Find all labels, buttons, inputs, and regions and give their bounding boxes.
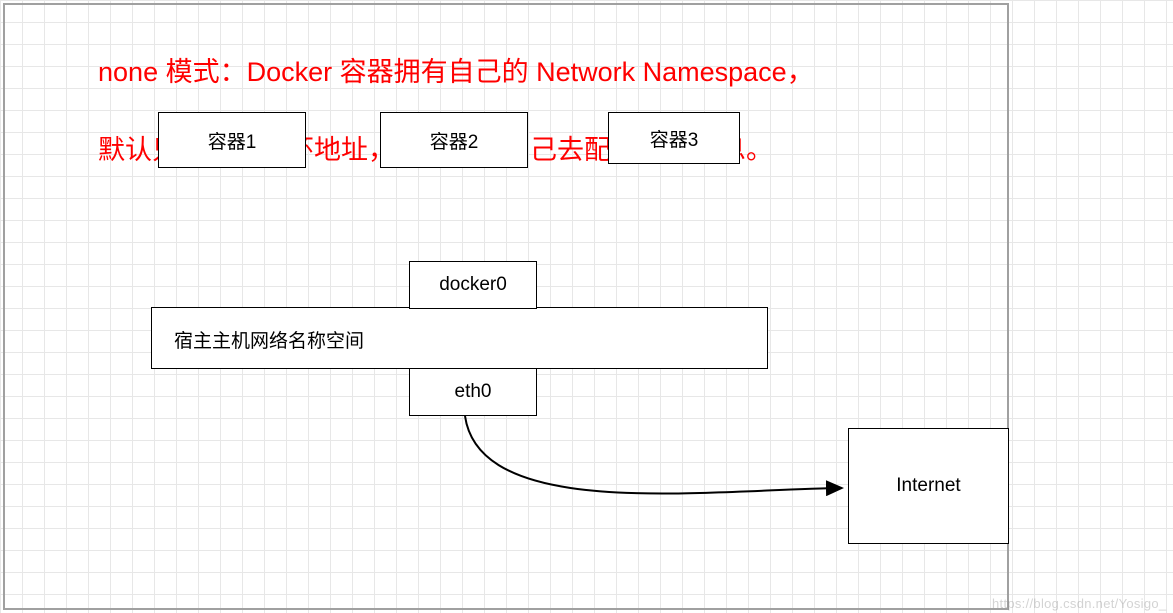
container-3-box: 容器3 [608, 112, 740, 164]
container-2-box: 容器2 [380, 112, 528, 168]
watermark-text: https://blog.csdn.net/Yosigo_ [992, 596, 1166, 611]
container-2-label: 容器2 [422, 127, 487, 154]
title-line1: none 模式：Docker 容器拥有自己的 Network Namespace… [98, 57, 814, 87]
container-1-label: 容器1 [200, 127, 265, 154]
container-3-label: 容器3 [642, 125, 707, 152]
container-1-box: 容器1 [158, 112, 306, 168]
eth0-box: eth0 [409, 368, 537, 416]
eth0-label: eth0 [447, 381, 500, 403]
docker0-box: docker0 [409, 261, 537, 309]
docker0-label: docker0 [431, 274, 515, 296]
internet-box: Internet [848, 428, 1009, 544]
internet-label: Internet [888, 475, 968, 497]
host-namespace-label: 宿主主机网络名称空间 [174, 326, 364, 353]
